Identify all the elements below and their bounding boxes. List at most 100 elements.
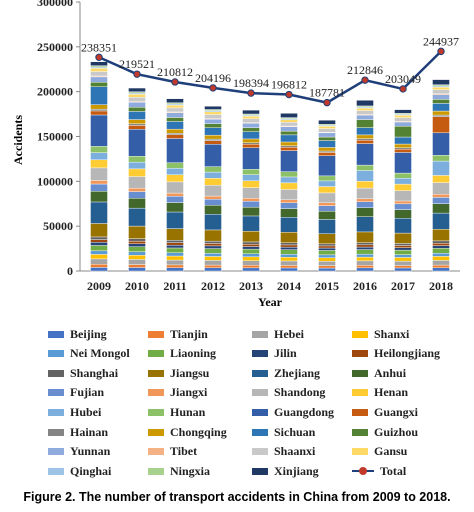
bar-segment-shaanxi <box>242 118 260 123</box>
bar-segment-anhui <box>166 202 184 213</box>
bar-segment-jilin <box>280 246 298 250</box>
legend-item-hunan: Hunan <box>148 404 205 420</box>
legend-label: Hebei <box>274 326 304 341</box>
bar-segment-heilongjiang <box>242 243 260 247</box>
total-data-label: 196812 <box>271 78 307 92</box>
bar-segment-jilin <box>394 247 412 251</box>
legend-label: Yunnan <box>70 444 111 459</box>
bar-segment-zhejiang <box>432 212 450 230</box>
bar-segment-fujian <box>90 183 108 192</box>
bar-segment-shanghai <box>90 236 108 240</box>
bar-segment-gansu <box>204 111 222 115</box>
legend-item-shandong: Shandong <box>252 385 325 401</box>
bar-segment-jiangsu <box>394 232 412 244</box>
bar-segment-shanxi <box>318 257 336 262</box>
legend-swatch <box>48 330 64 338</box>
figure-caption: Figure 2. The number of transport accide… <box>23 490 451 504</box>
bar-segment-hunan <box>242 169 260 175</box>
bar-segment-zhejiang <box>356 216 374 233</box>
bar-segment-hubei <box>318 180 336 187</box>
bar-segment-guizhou <box>90 82 108 87</box>
bar-segment-tianjin <box>242 265 260 269</box>
legend-swatch <box>352 350 368 358</box>
legend-label: Jiangsu <box>170 365 210 380</box>
bar-segment-shandong <box>318 192 336 203</box>
stacked-bar-chart: 0 50000 100000 150000 200000 250000 300000 200… <box>11 0 460 309</box>
bar-segment-yunnan <box>356 114 374 120</box>
bar-segment-guizhou <box>356 119 374 128</box>
bar-segment-xinjiang <box>394 109 412 114</box>
bar-segment-beijing <box>242 267 260 272</box>
total-data-label: 203049 <box>385 72 421 86</box>
bar-segment-liaoning <box>242 248 260 254</box>
bar-segment-gansu <box>128 94 146 98</box>
bar-segment-beijing <box>128 267 146 272</box>
bar-segment-shandong <box>204 185 222 197</box>
legend-label: Zhejiang <box>274 365 321 380</box>
legend-item-shanghai: Shanghai <box>48 365 118 381</box>
bar-segment-shanghai <box>242 241 260 245</box>
bar-segment-shandong <box>242 187 260 199</box>
legend-label: Anhui <box>374 365 407 380</box>
bar-segment-sichuan <box>356 127 374 136</box>
bar-segment-fujian <box>128 191 146 199</box>
bar-segment-heilongjiang <box>356 244 374 248</box>
bar-segment-shandong <box>166 181 184 194</box>
bar-segment-guangxi <box>356 139 374 144</box>
legend-label: Shanghai <box>70 365 119 380</box>
bar-segment-shanxi <box>128 255 146 260</box>
legend-label: Qinghai <box>70 463 112 478</box>
bar-segment-jiangsu <box>204 229 222 242</box>
bar-segment-fujian <box>166 196 184 203</box>
bar-segment-beijing <box>394 267 412 272</box>
bar-segment-jiangxi <box>166 192 184 197</box>
bar-segment-shandong <box>432 182 450 195</box>
bar-segment-jiangxi <box>394 200 412 205</box>
legend-item-guangdong: Guangdong <box>252 404 334 420</box>
legend-label: Gansu <box>374 444 408 459</box>
bar-segment-hainan <box>356 138 374 141</box>
legend-label: Chongqing <box>170 424 227 439</box>
bar-segment-liaoning <box>356 249 374 255</box>
bar-segment-shanxi <box>432 256 450 261</box>
bar-segment-jiangsu <box>166 228 184 241</box>
bar-segment-jilin <box>432 245 450 249</box>
legend-swatch <box>252 428 268 436</box>
bar-segment-shaanxi <box>280 122 298 127</box>
bar-segment-hebei <box>90 258 108 265</box>
total-data-label: 238351 <box>81 40 117 54</box>
bar-segment-heilongjiang <box>432 243 450 246</box>
legend-swatch <box>252 408 268 416</box>
x-axis: 2009 2010 2011 2012 2013 2014 2015 2016 2017 2018 <box>80 270 460 293</box>
legend-item-shaanxi: Shaanxi <box>252 444 315 460</box>
bar-segment-guangdong <box>166 138 184 163</box>
y-tick-label: 200000 <box>37 85 73 99</box>
bar-segment-guizhou <box>432 99 450 104</box>
bar-segment-anhui <box>242 206 260 217</box>
bar-segment-hunan <box>166 162 184 169</box>
legend-item-beijing: Beijing <box>48 326 107 342</box>
bar-segment-jilin <box>128 243 146 247</box>
bar-segment-beijing <box>166 267 184 272</box>
bar-segment-shaanxi <box>128 97 146 102</box>
legend-swatch <box>148 467 164 475</box>
legend-label: Nei Mongol <box>70 346 130 361</box>
legend-item-yunnan: Yunnan <box>48 444 110 460</box>
bar-segment-chongqing <box>204 134 222 140</box>
total-point <box>95 53 103 61</box>
bar-segment-anhui <box>318 210 336 220</box>
bar-segment-shaanxi <box>356 110 374 115</box>
bar-segment-yunnan <box>318 132 336 138</box>
legend-label: Sichuan <box>274 424 316 439</box>
bar-segment-shanxi <box>242 256 260 261</box>
bar-segment-chongqing <box>432 110 450 116</box>
bar-segment-hubei <box>128 161 146 170</box>
legend-item-hebei: Hebei <box>252 326 304 342</box>
bar-segment-anhui <box>204 205 222 215</box>
bar-segment-henan <box>166 174 184 183</box>
bar-segment-hubei <box>204 171 222 179</box>
bar-segment-guizhou <box>166 117 184 122</box>
bar-segment-nei-mongol <box>90 250 108 255</box>
bar-segment-hainan <box>90 108 108 112</box>
legend-item-jiangsu: Jiangsu <box>148 365 209 381</box>
